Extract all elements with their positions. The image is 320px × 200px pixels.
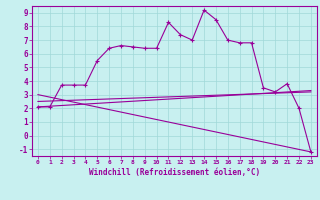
X-axis label: Windchill (Refroidissement éolien,°C): Windchill (Refroidissement éolien,°C) — [89, 168, 260, 177]
